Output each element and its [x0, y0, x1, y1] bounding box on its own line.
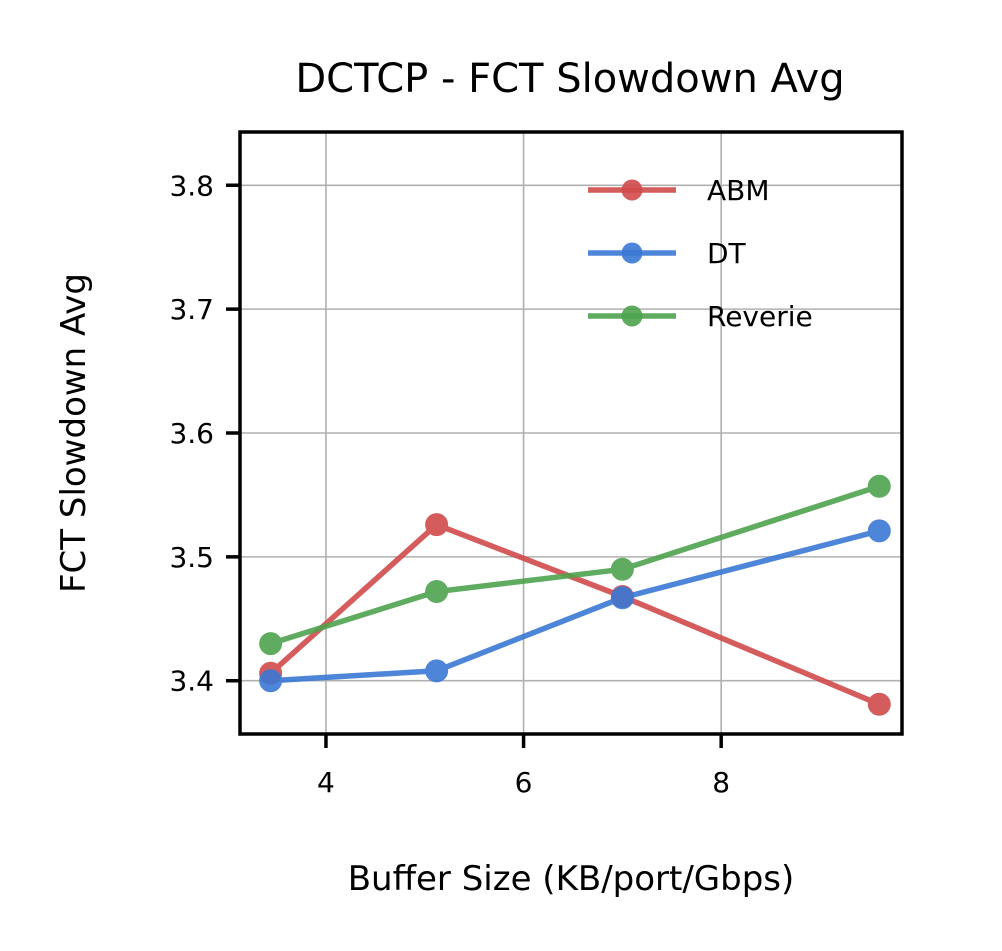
- x-tick-label: 8: [712, 766, 730, 799]
- y-axis-label: FCT Slowdown Avg: [54, 273, 94, 593]
- data-point-reverie: [610, 557, 634, 581]
- y-tick-label: 3.6: [169, 417, 214, 450]
- series-layer: [259, 474, 891, 716]
- y-tick-label: 3.7: [169, 293, 214, 326]
- data-point-dt: [867, 519, 891, 543]
- legend-label: ABM: [707, 174, 770, 207]
- x-tick-label: 4: [317, 766, 335, 799]
- axis-ticks: 4 6 8 3.4 3.5 3.6 3.7 3.8: [169, 169, 730, 799]
- x-tick-label: 6: [515, 766, 533, 799]
- legend-marker: [621, 305, 643, 327]
- legend-entry-dt: DT: [588, 237, 747, 270]
- series-reverie: [259, 474, 891, 656]
- legend-entry-abm: ABM: [588, 174, 770, 207]
- y-tick-label: 3.4: [169, 665, 214, 698]
- series-line-dt: [270, 528, 880, 684]
- legend-marker: [621, 179, 643, 201]
- legend-label: DT: [707, 237, 747, 270]
- series-dt: [259, 519, 891, 693]
- legend: ABM DT Reverie: [588, 174, 813, 333]
- legend-marker: [621, 242, 643, 264]
- data-point-reverie: [425, 580, 449, 604]
- data-point-abm: [425, 513, 449, 537]
- x-axis-label: Buffer Size (KB/port/Gbps): [348, 859, 795, 899]
- chart-title: DCTCP - FCT Slowdown Avg: [295, 56, 844, 102]
- series-line-abm: [268, 521, 881, 707]
- grid: [240, 132, 902, 734]
- data-point-dt: [259, 669, 283, 693]
- data-point-dt: [610, 586, 634, 610]
- series-line-reverie: [269, 483, 881, 647]
- data-point-reverie: [867, 474, 891, 498]
- legend-entry-reverie: Reverie: [588, 300, 813, 333]
- data-point-dt: [425, 659, 449, 683]
- legend-label: Reverie: [707, 300, 813, 333]
- data-point-reverie: [259, 632, 283, 656]
- y-tick-label: 3.8: [169, 169, 214, 202]
- y-tick-label: 3.5: [169, 541, 214, 574]
- data-point-abm: [867, 692, 891, 716]
